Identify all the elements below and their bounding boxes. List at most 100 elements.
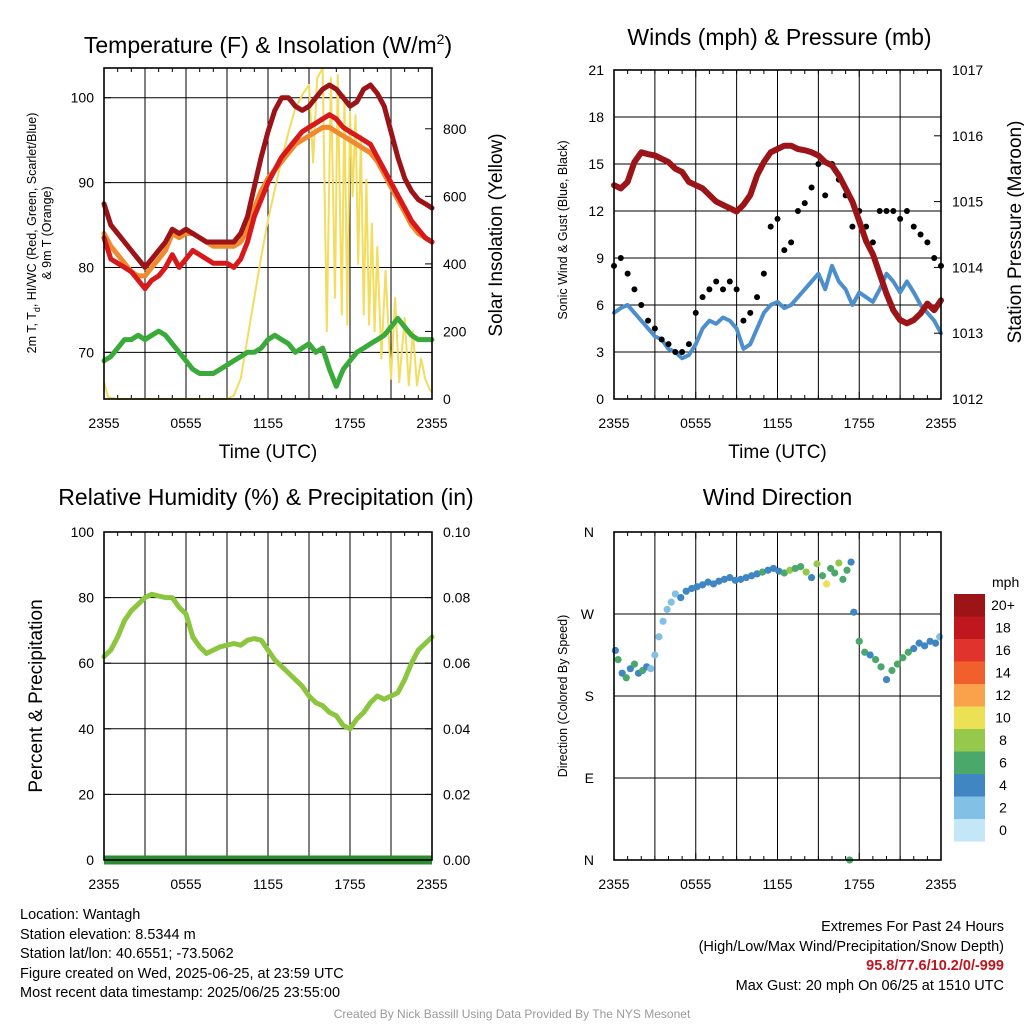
wind-xtick-label: 1755	[844, 415, 875, 431]
legend-label: 14	[995, 665, 1011, 681]
gust-point	[808, 184, 815, 191]
direction-point	[847, 558, 855, 566]
temp-xlabel: Time (UTC)	[219, 442, 318, 463]
extremes-values: 95.8/77.6/10.2/0/-999	[866, 958, 1004, 974]
legend-swatch	[954, 684, 985, 707]
direction-point	[926, 637, 934, 645]
dir-xtick-label: 0555	[680, 876, 711, 892]
gust-point	[754, 294, 761, 301]
rh-y2tick-label: 0.04	[443, 721, 470, 737]
legend-swatch	[954, 706, 985, 729]
direction-point	[866, 651, 874, 659]
rh-xtick-label: 2355	[416, 876, 447, 892]
rh-y2tick-label: 0.06	[443, 655, 470, 671]
gust-point	[658, 336, 665, 343]
rh-xtick-label: 1155	[253, 876, 283, 892]
wind-y2tick-label: 1015	[952, 194, 983, 210]
direction-point	[726, 573, 734, 582]
latlon-text: Station lat/lon: 40.6551; -73.5062	[20, 946, 234, 962]
wind-ytick-label: 18	[588, 109, 604, 125]
wind-y2tick-label: 1014	[952, 259, 983, 275]
wind-xtick-label: 1155	[762, 415, 792, 431]
direction-point	[667, 598, 675, 606]
direction-point	[893, 660, 902, 668]
temp-title: Temperature (F) & Insolation (W/m2)	[84, 31, 452, 58]
direction-point	[622, 674, 630, 682]
direction-point	[791, 564, 799, 573]
gust-point	[924, 239, 931, 246]
direction-point	[822, 580, 831, 588]
legend-label: 2	[999, 800, 1007, 816]
rh-y2tick-label: 0.02	[443, 786, 470, 802]
extremes-subtitle: (High/Low/Max Wind/Precipitation/Snow De…	[698, 938, 1004, 955]
direction-point	[663, 605, 671, 614]
rh-ytick-label: 40	[78, 721, 94, 737]
legend-swatch	[954, 796, 985, 819]
gust-point	[651, 325, 658, 332]
wind-y2tick-label: 1012	[952, 391, 983, 407]
direction-point	[748, 572, 756, 580]
wind-xlabel: Time (UTC)	[728, 442, 827, 463]
wind-xtick-label: 2355	[598, 415, 629, 431]
wind-y2tick-label: 1016	[952, 128, 983, 144]
winds-panel: 0 3 6 9 12 15 18 21 1012 1013 1014 1015 1016 1017 2355…	[556, 24, 1024, 463]
legend-label: 12	[995, 687, 1011, 703]
wind-ylabel: Sonic Wind & Gust (Blue, Black)	[556, 140, 570, 319]
dir-title: Wind Direction	[703, 484, 853, 510]
wind-y2tick-label: 1013	[952, 325, 983, 341]
gust-point	[760, 270, 767, 277]
gust-point	[815, 161, 822, 167]
rh-ytick-label: 60	[78, 655, 94, 671]
direction-point	[614, 655, 622, 664]
wind-ytick-label: 15	[588, 156, 604, 172]
direction-point	[843, 566, 851, 574]
gust-point	[692, 309, 699, 316]
gust-point	[767, 223, 774, 230]
wind-ytick-label: 0	[596, 391, 604, 407]
direction-point	[936, 633, 944, 641]
dir-ytick-label: N	[584, 524, 594, 540]
temp-y2label: Solar Insolation (Yellow)	[486, 133, 507, 336]
gust-point	[733, 286, 740, 293]
temp-y2tick-label: 0	[443, 391, 451, 407]
direction-point	[807, 573, 816, 582]
dir-xtick-label: 1755	[844, 876, 875, 892]
direction-point	[855, 637, 863, 645]
gust-point	[897, 215, 904, 222]
temp-xtick-label: 0555	[170, 415, 201, 431]
gust-point	[720, 286, 726, 293]
location-text: Location: Wantagh	[20, 907, 141, 923]
gust-point	[801, 200, 808, 207]
direction-point	[818, 572, 827, 580]
gust-point	[645, 317, 652, 324]
extremes-title: Extremes For Past 24 Hours	[821, 919, 1004, 935]
temp-xtick-label: 1155	[253, 415, 283, 431]
legend-label: 4	[999, 777, 1007, 793]
gust-point	[713, 278, 720, 285]
rh-title: Relative Humidity (%) & Precipitation (i…	[58, 484, 473, 510]
direction-point	[797, 563, 805, 571]
legend-title: mph	[992, 574, 1019, 590]
temp-ylabel-part: , HI/WC (Red, Green, Scarlet/Blue)	[25, 113, 39, 308]
rh-xtick-label: 0555	[170, 876, 201, 892]
elevation-text: Station elevation: 8.5344 m	[20, 926, 196, 943]
direction-point	[709, 580, 718, 588]
direction-point	[693, 583, 701, 591]
temperature-panel: 70 80 90 100 0 200 400 600 800 2355 0555 1155 1755 23…	[25, 31, 507, 463]
humidity-line	[101, 591, 435, 732]
max-gust-text: Max Gust: 20 mph On 06/25 at 1510 UTC	[735, 977, 1004, 994]
direction-point	[899, 654, 907, 662]
gust-point	[740, 317, 747, 324]
legend-swatch	[954, 774, 985, 797]
created-text: Figure created on Wed, 2025-06-25, at 23…	[20, 965, 344, 982]
direction-point	[764, 566, 772, 574]
legend-label: 16	[995, 642, 1011, 658]
legend-swatch	[954, 751, 985, 774]
temp-2m-line	[101, 112, 435, 292]
direction-point	[611, 646, 619, 655]
temp-xtick-label: 2355	[416, 415, 447, 431]
gust-point	[781, 247, 788, 254]
extremes-box: Extremes For Past 24 Hours (High/Low/Max…	[699, 918, 1004, 996]
temp-ytick-label: 70	[78, 344, 94, 360]
